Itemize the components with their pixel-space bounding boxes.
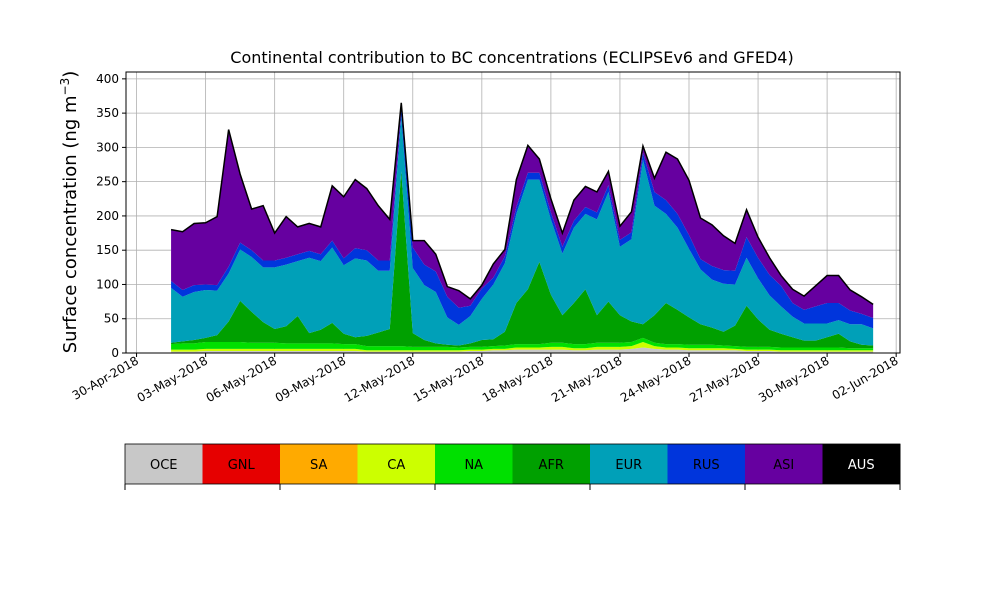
legend-swatch-ca xyxy=(357,444,436,484)
y-tick-label-0: 0 xyxy=(111,346,119,360)
x-tick-label-5: 15-May-2018 xyxy=(411,353,486,405)
legend-swatch-eur xyxy=(590,444,668,484)
legend-label-gnl: GNL xyxy=(228,458,256,473)
legend-label-ca: CA xyxy=(387,458,405,473)
x-tick-label-9: 27-May-2018 xyxy=(687,353,762,405)
x-tick-label-4: 12-May-2018 xyxy=(342,353,417,405)
x-tick-label-10: 30-May-2018 xyxy=(756,353,831,405)
y-tick-label-3: 150 xyxy=(96,243,119,257)
y-tick-label-7: 350 xyxy=(96,106,119,120)
area-afr xyxy=(171,171,874,349)
y-axis-label-suffix: ) xyxy=(60,71,81,78)
y-axis: 0 50 100 150 200 250 300 350 400 xyxy=(96,72,126,360)
x-tick-label-2: 06-May-2018 xyxy=(204,353,279,405)
legend-swatch-afr xyxy=(512,444,591,484)
x-tick-label-8: 24-May-2018 xyxy=(618,353,693,405)
legend-label-afr: AFR xyxy=(539,458,564,473)
x-tick-label-7: 21-May-2018 xyxy=(549,353,624,405)
y-tick-label-4: 200 xyxy=(96,209,119,223)
x-axis: 30-Apr-201803-May-201806-May-201809-May-… xyxy=(70,353,901,405)
legend-label-oce: OCE xyxy=(150,458,178,473)
y-tick-label-6: 300 xyxy=(96,140,119,154)
chart-title: Continental contribution to BC concentra… xyxy=(230,48,793,67)
x-tick-label-11: 02-Jun-2018 xyxy=(830,353,901,402)
legend-swatch-gnl xyxy=(202,444,281,484)
legend-label-na: NA xyxy=(464,458,483,473)
plot-frame xyxy=(125,71,901,354)
legend-swatch-na xyxy=(435,444,513,484)
legend-swatch-oce xyxy=(125,444,203,484)
area-oce xyxy=(171,347,874,353)
stacked-areas xyxy=(171,102,874,353)
y-axis-label: Surface concentration (ng m−3) xyxy=(58,71,81,354)
area-asi xyxy=(171,102,874,319)
legend-label-eur: EUR xyxy=(615,458,642,473)
legend-label-sa: SA xyxy=(310,458,327,473)
y-tick-label-2: 100 xyxy=(96,277,119,291)
area-eur xyxy=(171,116,874,346)
legend-label-aus: AUS xyxy=(848,458,875,473)
x-tick-label-3: 09-May-2018 xyxy=(273,353,348,405)
total-line xyxy=(170,102,874,305)
y-tick-label-5: 250 xyxy=(96,175,119,189)
legend-label-rus: RUS xyxy=(693,458,720,473)
legend-frame xyxy=(124,443,901,485)
x-tick-label-1: 03-May-2018 xyxy=(135,353,210,405)
legend-swatch-aus xyxy=(822,444,901,484)
x-tick-label-0: 30-Apr-2018 xyxy=(70,353,141,402)
legend-swatch-asi xyxy=(745,444,823,484)
y-axis-label-exponent: −3 xyxy=(58,78,72,96)
legend-swatch-sa xyxy=(280,444,358,484)
legend-swatch-rus xyxy=(667,444,746,484)
x-tick-label-6: 18-May-2018 xyxy=(480,353,555,405)
y-axis-label-main: Surface concentration (ng m xyxy=(60,95,81,353)
area-ca xyxy=(171,342,874,352)
total-outline xyxy=(170,102,874,305)
y-tick-label-1: 50 xyxy=(104,312,119,326)
legend-colorbar: OCE GNL SA CA NA AFR EUR RUS ASI AUS xyxy=(124,443,901,490)
legend-label-asi: ASI xyxy=(773,458,794,473)
y-tick-label-8: 400 xyxy=(96,72,119,86)
